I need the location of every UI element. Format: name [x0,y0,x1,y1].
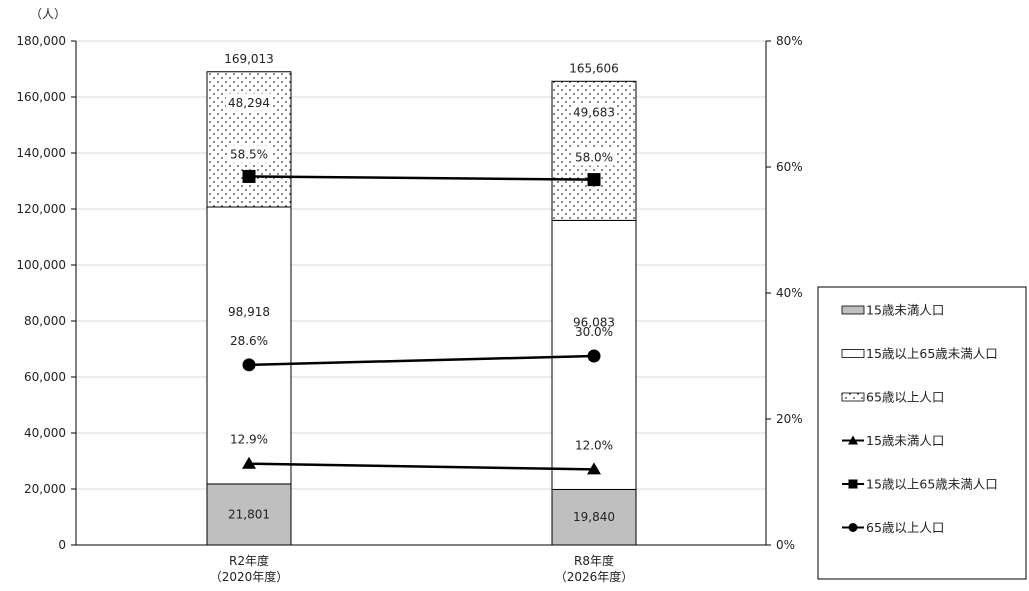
y-left-unit-label: （人） [30,7,66,21]
series-line [248,354,595,367]
bar-value-label: 19,840 [573,510,615,524]
bar-total-label: 165,606 [569,61,619,75]
legend-label: 15歳以上65歳未満人口 [866,477,998,492]
line-value-label: 58.5% [230,147,268,161]
legend-square-marker [848,479,858,489]
series-line [248,175,595,181]
circle-marker [242,358,256,372]
y-right-tick-label: 60% [776,160,803,174]
legend-swatch [841,392,865,402]
bars-layer [206,71,637,546]
square-marker [587,173,601,187]
axes-layer: 0 20,000 40,000 60,000 80,000 100,000 120,000 1… [16,7,802,584]
line-value-label: 30.0% [575,325,613,339]
y-left-tick-label: 60,000 [24,370,66,384]
x-category-label: R2年度（2020年度） [210,553,289,584]
y-left-tick-label: 140,000 [16,146,66,160]
bar-value-label: 49,683 [573,105,615,119]
line-value-label: 28.6% [230,334,268,348]
bar-label-bg [571,103,617,121]
y-left-tick-label: 100,000 [16,258,66,272]
legend-label: 65歳以上人口 [866,520,944,535]
y-left-tick-label: 40,000 [24,426,66,440]
y-left-tick-label: 0 [58,538,66,552]
line-label-bg [572,148,616,166]
y-left-tick-label: 180,000 [16,34,66,48]
y-right-tick-label: 0% [776,538,795,552]
legend-label: 15歳以上65歳未満人口 [866,346,998,361]
y-left-tick-label: 120,000 [16,202,66,216]
bar-value-label: 96,083 [573,316,615,330]
series-line [248,462,595,471]
bar-value-label: 21,801 [228,507,270,521]
bar-label-bg [226,93,272,111]
bar-segment [206,206,292,485]
y-right-tick-label: 80% [776,34,803,48]
bar-total-label: 169,013 [224,52,274,66]
legend-label: 15歳未満人口 [866,303,944,318]
line-value-label: 12.9% [230,433,268,447]
legend-label: 65歳以上人口 [866,390,944,405]
triangle-marker [587,462,601,475]
legend-label: 15歳未満人口 [866,433,944,448]
circle-marker [587,349,601,363]
legend-triangle-marker [848,435,858,445]
line-value-label: 58.0% [575,151,613,165]
lines-layer [242,169,601,475]
line-value-label: 12.0% [575,438,613,452]
y-left-tick-label: 80,000 [24,314,66,328]
grid-layer [76,40,766,490]
legend-circle-marker [848,523,858,532]
y-right-tick-label: 40% [776,286,803,300]
square-marker [242,169,256,183]
bar-segment [551,488,637,546]
legend-swatch [841,349,865,358]
bar-segment [206,71,292,208]
y-left-tick-label: 160,000 [16,90,66,104]
line-label-bg [227,145,271,163]
legend: 15歳未満人口 15歳以上65歳未満人口 65歳以上人口 15歳未満人口 15歳以上65… [817,286,1027,580]
y-right-tick-label: 20% [776,412,803,426]
legend-swatch [841,305,865,315]
triangle-marker [242,456,256,469]
labels-layer: 21,801 98,918 48,294 169,013 19,840 96,083 49,… [224,52,619,524]
bar-segment [206,483,292,546]
bar-value-label: 98,918 [228,305,270,319]
y-left-tick-label: 20,000 [24,482,66,496]
x-category-label: R8年度（2026年度） [555,553,634,584]
bar-value-label: 48,294 [228,96,270,110]
